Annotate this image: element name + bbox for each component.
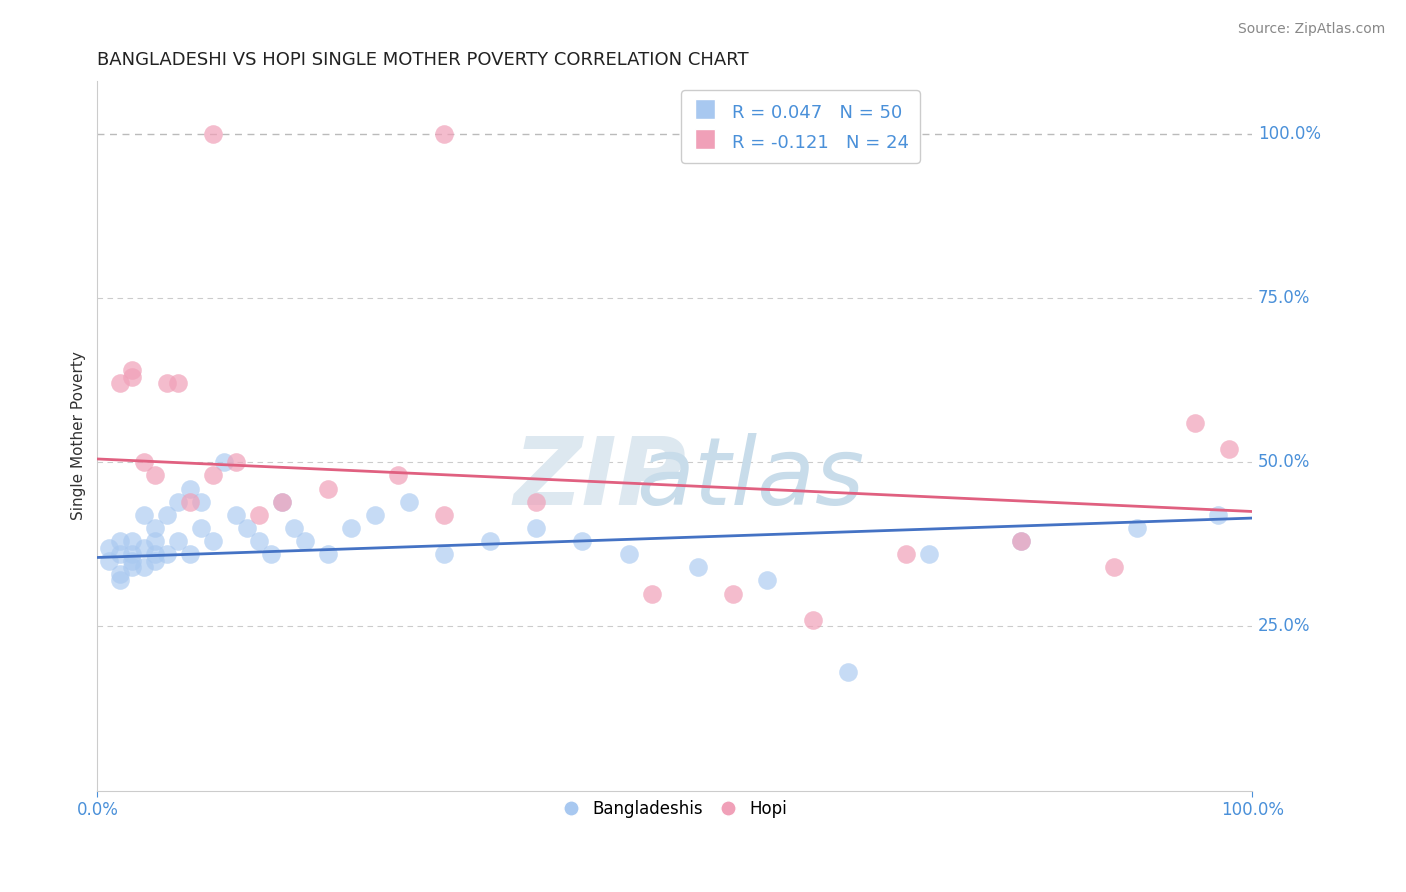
Point — [190, 521, 212, 535]
Point — [121, 370, 143, 384]
Point — [156, 376, 179, 391]
Point — [803, 613, 825, 627]
Point — [167, 534, 190, 549]
Legend: Bangladeshis, Hopi: Bangladeshis, Hopi — [555, 794, 794, 825]
Point — [201, 127, 224, 141]
Point — [918, 547, 941, 561]
Point — [143, 468, 166, 483]
Text: Source: ZipAtlas.com: Source: ZipAtlas.com — [1237, 22, 1385, 37]
Text: atlas: atlas — [636, 433, 865, 524]
Point — [271, 494, 294, 508]
Text: BANGLADESHI VS HOPI SINGLE MOTHER POVERTY CORRELATION CHART: BANGLADESHI VS HOPI SINGLE MOTHER POVERT… — [97, 51, 749, 69]
Point — [1218, 442, 1240, 456]
Point — [1206, 508, 1229, 522]
Point — [110, 534, 132, 549]
Point — [617, 547, 640, 561]
Point — [121, 547, 143, 561]
Point — [132, 560, 155, 574]
Point — [179, 494, 201, 508]
Point — [121, 554, 143, 568]
Point — [143, 534, 166, 549]
Point — [433, 547, 456, 561]
Point — [641, 586, 664, 600]
Point — [283, 521, 305, 535]
Point — [387, 468, 409, 483]
Point — [398, 494, 420, 508]
Text: 50.0%: 50.0% — [1258, 453, 1310, 471]
Point — [1126, 521, 1149, 535]
Point — [271, 494, 294, 508]
Point — [179, 547, 201, 561]
Point — [156, 508, 179, 522]
Text: ZIP: ZIP — [513, 433, 686, 524]
Point — [433, 508, 456, 522]
Point — [894, 547, 917, 561]
Point — [837, 665, 859, 680]
Point — [294, 534, 316, 549]
Point — [1010, 534, 1032, 549]
Point — [247, 534, 270, 549]
Point — [121, 560, 143, 574]
Point — [143, 521, 166, 535]
Point — [179, 482, 201, 496]
Point — [1010, 534, 1032, 549]
Point — [721, 586, 744, 600]
Point — [110, 376, 132, 391]
Y-axis label: Single Mother Poverty: Single Mother Poverty — [72, 351, 86, 520]
Text: 25.0%: 25.0% — [1258, 617, 1310, 635]
Point — [201, 468, 224, 483]
Point — [132, 541, 155, 555]
Point — [132, 455, 155, 469]
Point — [1184, 416, 1206, 430]
Point — [318, 547, 340, 561]
Point — [167, 376, 190, 391]
Point — [143, 554, 166, 568]
Point — [1102, 560, 1125, 574]
Point — [225, 508, 247, 522]
Point — [214, 455, 236, 469]
Text: 75.0%: 75.0% — [1258, 289, 1310, 307]
Point — [121, 534, 143, 549]
Point — [110, 566, 132, 581]
Point — [201, 534, 224, 549]
Point — [97, 554, 120, 568]
Point — [132, 508, 155, 522]
Point — [110, 574, 132, 588]
Point — [318, 482, 340, 496]
Point — [479, 534, 502, 549]
Point — [259, 547, 281, 561]
Point — [524, 494, 547, 508]
Point — [110, 547, 132, 561]
Point — [247, 508, 270, 522]
Point — [225, 455, 247, 469]
Point — [756, 574, 779, 588]
Point — [121, 363, 143, 377]
Point — [167, 494, 190, 508]
Point — [236, 521, 259, 535]
Point — [363, 508, 385, 522]
Point — [190, 494, 212, 508]
Point — [156, 547, 179, 561]
Point — [340, 521, 363, 535]
Point — [433, 127, 456, 141]
Point — [524, 521, 547, 535]
Point — [97, 541, 120, 555]
Text: 100.0%: 100.0% — [1258, 125, 1322, 143]
Point — [686, 560, 709, 574]
Point — [571, 534, 593, 549]
Point — [143, 547, 166, 561]
